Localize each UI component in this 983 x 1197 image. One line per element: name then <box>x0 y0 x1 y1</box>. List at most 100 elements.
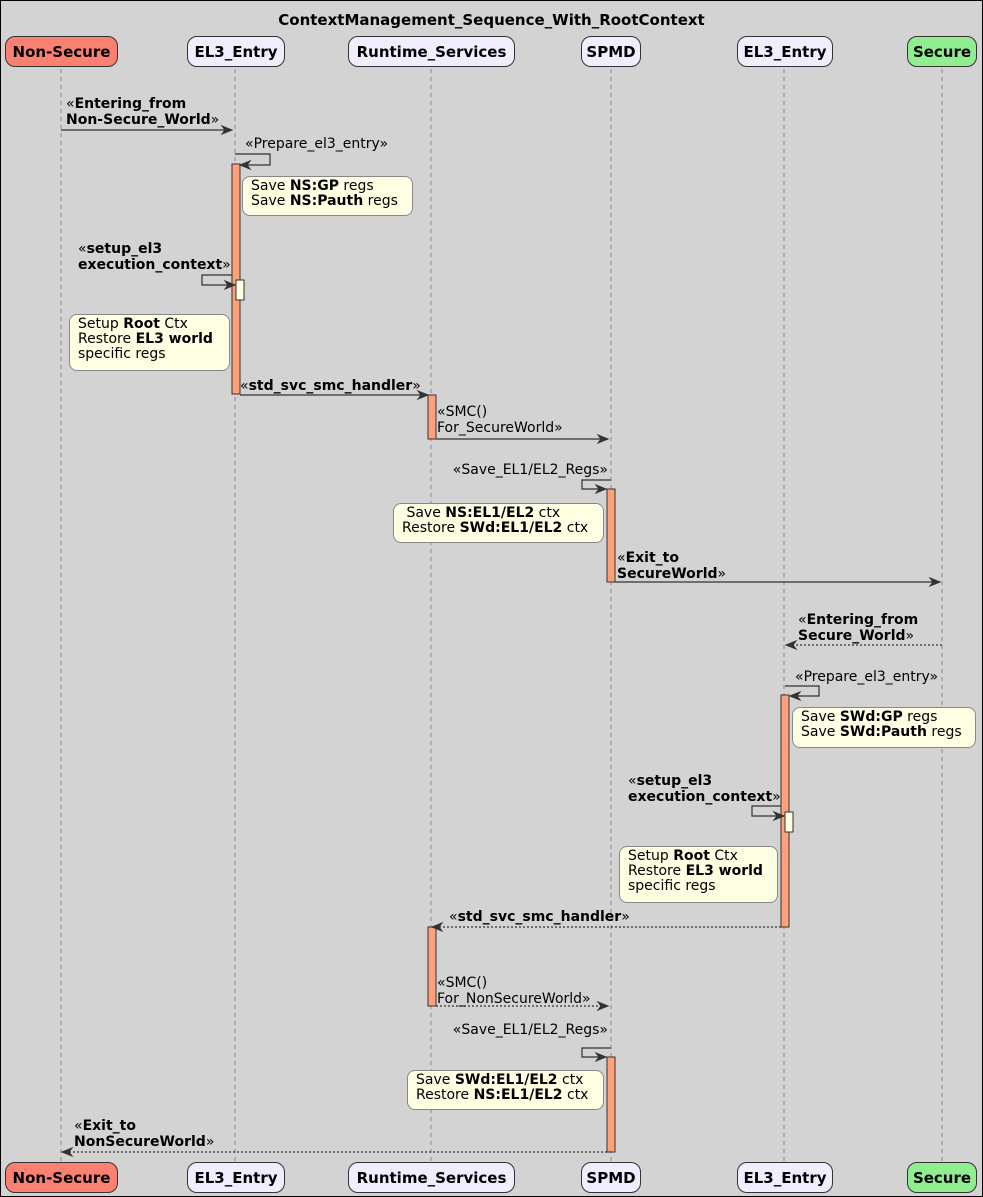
text: Setup <box>78 316 124 332</box>
text: «Prepare_el3_entry» <box>795 669 939 685</box>
arrowhead-icon <box>594 1051 608 1063</box>
text-line: Save SWd:EL1/EL2 ctx <box>416 1073 595 1088</box>
text-line: Restore EL3 world <box>78 332 221 347</box>
text-line: «Exit_to <box>74 1118 214 1134</box>
text-line: Restore EL3 world <box>628 864 769 879</box>
nested-activation-bar <box>235 279 245 301</box>
text: Save <box>251 193 290 209</box>
diagram-title: ContextManagement_Sequence_With_RootCont… <box>278 11 705 29</box>
text: « <box>66 96 75 112</box>
text-line: specific regs <box>78 347 221 362</box>
text: » <box>772 789 781 805</box>
text: « <box>240 378 249 394</box>
note: Setup Root Ctx Restore EL3 world specific … <box>69 314 230 371</box>
text-line: «Prepare_el3_entry» <box>795 669 938 685</box>
message-label: «SMC() For_SecureWorld» <box>437 404 563 436</box>
text: » <box>412 378 421 394</box>
arrowhead-icon <box>788 690 802 702</box>
text: » <box>905 628 915 644</box>
text: » <box>222 257 231 273</box>
participant-spmd: SPMD <box>581 36 641 67</box>
text: » <box>210 112 220 128</box>
text: regs <box>902 709 938 725</box>
arrowhead-icon <box>60 1146 74 1158</box>
arrowhead-icon <box>223 279 237 291</box>
arrowhead-icon <box>220 124 234 136</box>
text: Restore <box>78 331 136 347</box>
bold-text: NS:EL1/EL2 <box>445 505 535 521</box>
note: Save SWd:GP regs Save SWd:Pauth regs <box>792 707 976 748</box>
bold-text: Root <box>123 316 160 332</box>
text-line: «Save_EL1/EL2_Regs» <box>453 1022 608 1038</box>
bold-text: NS:GP <box>289 178 339 194</box>
text-line: «std_svc_smc_handler» <box>449 909 630 925</box>
arrowhead-icon <box>596 1000 610 1012</box>
bold-text: SWd:GP <box>839 709 903 725</box>
text: «SMC() <box>437 404 488 420</box>
text: regs <box>926 724 962 740</box>
text: » <box>621 909 630 925</box>
text: «Save_EL1/EL2_Regs» <box>452 1022 608 1038</box>
bold-text: SecureWorld <box>617 566 718 582</box>
participant-el3_entry: EL3_Entry <box>737 36 833 67</box>
bold-text: Entering_from <box>806 612 919 628</box>
participant-non-secure: Non-Secure <box>5 36 118 67</box>
text: « <box>74 1118 83 1134</box>
activation-bar <box>780 694 790 928</box>
text-line: NonSecureWorld» <box>74 1134 214 1150</box>
text: Save <box>801 709 840 725</box>
bold-text: NS:EL1/EL2 <box>473 1087 563 1103</box>
bold-text: SWd:EL1/EL2 <box>454 1072 558 1088</box>
text: «Save_EL1/EL2_Regs» <box>452 462 608 478</box>
participant-el3_entry: EL3_Entry <box>187 1162 285 1193</box>
text-line: «SMC() <box>437 975 591 991</box>
self-message-arrow <box>201 274 235 286</box>
text: Restore <box>628 863 686 879</box>
message-label: «Save_EL1/EL2_Regs» <box>453 1022 608 1038</box>
text-line: «setup_el3 <box>78 241 231 257</box>
text: Setup <box>628 848 674 864</box>
participant-spmd: SPMD <box>581 1162 641 1193</box>
message-label: «Exit_to NonSecureWorld» <box>74 1118 214 1150</box>
bold-text: EL3 world <box>135 331 213 347</box>
text-line: Setup Root Ctx <box>78 317 221 332</box>
text: «Prepare_el3_entry» <box>245 136 389 152</box>
activation-bar <box>427 394 437 440</box>
bold-text: NS:Pauth <box>289 193 364 209</box>
text-line: «Save_EL1/EL2_Regs» <box>453 462 608 478</box>
text-line: SecureWorld» <box>617 566 726 582</box>
message-label: «std_svc_smc_handler» <box>240 378 421 394</box>
self-message-arrow <box>751 805 784 817</box>
message-label: «std_svc_smc_handler» <box>449 909 630 925</box>
note: Save SWd:EL1/EL2 ctx Restore NS:EL1/EL2 c… <box>407 1070 604 1110</box>
text-line: «Exit_to <box>617 550 726 566</box>
text: regs <box>363 193 398 209</box>
text: Restore <box>416 1087 474 1103</box>
participant-el3_entry: EL3_Entry <box>187 36 285 67</box>
text: specific regs <box>78 346 166 362</box>
bold-text: Exit_to <box>625 550 679 566</box>
arrowhead-icon <box>772 810 786 822</box>
arrowhead-icon <box>928 576 942 588</box>
bold-text: Entering_from <box>74 96 187 112</box>
bold-text: Non-Secure_World <box>66 112 211 128</box>
arrowhead-icon <box>430 921 444 933</box>
note: Save NS:GP regs Save NS:Pauth regs <box>242 176 413 216</box>
self-message-arrow <box>785 685 820 697</box>
text: Restore <box>402 520 460 536</box>
participant-secure: Secure <box>907 36 977 67</box>
text: For_NonSecureWorld» <box>437 991 591 1007</box>
bold-text: NonSecureWorld <box>74 1134 206 1150</box>
text-line: Save NS:Pauth regs <box>251 194 404 209</box>
text: Ctx <box>709 848 738 864</box>
text: ctx <box>557 1072 584 1088</box>
text: Save <box>801 724 840 740</box>
bold-text: SWd:Pauth <box>839 724 927 740</box>
text: « <box>628 773 637 789</box>
text: « <box>78 241 87 257</box>
bold-text: execution_context <box>78 257 223 273</box>
text: ctx <box>562 1087 589 1103</box>
text-line: «Entering_from <box>66 96 219 112</box>
text: «SMC() <box>437 975 488 991</box>
